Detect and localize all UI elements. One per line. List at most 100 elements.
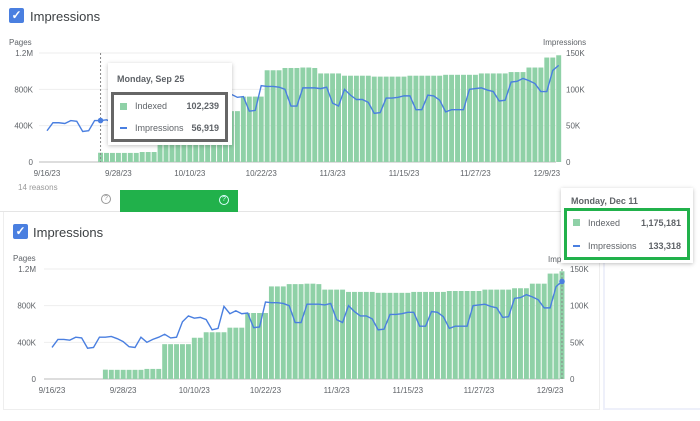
x-tick-label: 10/10/23	[174, 169, 206, 178]
indexed-bar	[324, 73, 330, 162]
indexed-bar	[306, 67, 312, 162]
left-tick-label: 800K	[17, 302, 36, 311]
impressions-checkbox[interactable]: ✓	[9, 8, 24, 23]
impressions-checkbox-label: Impressions	[30, 9, 101, 24]
indexed-bar	[381, 292, 387, 379]
reasons-strip: 14 reasons ? ?	[0, 183, 600, 212]
indexed-bar	[484, 73, 490, 162]
indexed-bar	[520, 72, 526, 162]
impressions-line	[51, 280, 563, 349]
indexed-bar	[419, 75, 425, 162]
indexed-bar	[440, 291, 446, 379]
indexed-bar	[234, 111, 240, 162]
indexed-bar	[294, 67, 300, 162]
indexed-bar	[383, 76, 389, 162]
indexed-bar	[417, 291, 423, 379]
indexed-legend-swatch	[120, 102, 127, 110]
indexed-bar	[523, 288, 529, 379]
indexed-bar	[544, 57, 550, 162]
indexed-bar	[233, 327, 239, 379]
indexed-bar	[443, 74, 449, 162]
indexed-bar	[144, 368, 150, 379]
indexed-bar	[126, 369, 132, 379]
x-tick-label: 11/3/23	[320, 169, 347, 178]
indexed-bar	[251, 313, 257, 379]
x-tick-label: 11/15/23	[393, 386, 424, 395]
indexed-bar	[145, 152, 151, 162]
right-tick-label: 100K	[570, 302, 589, 311]
indexed-bar	[257, 313, 263, 379]
right-axis-title: Impressions	[543, 38, 587, 47]
indexed-bar	[472, 74, 478, 162]
indexed-bar	[174, 344, 179, 379]
indexed-bar	[139, 152, 145, 162]
indexed-bar	[322, 289, 328, 379]
indexed-bar	[268, 286, 274, 379]
indexed-bar	[304, 283, 310, 379]
indexed-bar	[353, 75, 359, 162]
indexed-bar	[312, 67, 318, 162]
indexed-bar	[351, 291, 357, 379]
indexed-bar	[347, 75, 353, 162]
indexed-bar	[104, 152, 109, 162]
indexed-bar	[179, 344, 185, 379]
indexed-bar	[156, 368, 162, 379]
indexed-bar	[245, 313, 251, 379]
indexed-bar	[423, 291, 429, 379]
help-icon[interactable]: ?	[219, 195, 229, 205]
x-tick-label: 12/9/23	[537, 386, 564, 395]
hover-point	[559, 278, 565, 285]
bottom-chart-card	[3, 212, 600, 410]
indexed-bar	[138, 369, 144, 379]
indexed-bar	[478, 73, 484, 162]
tooltip-impressions-row: Impressions 133,318	[567, 234, 687, 257]
right-side-panel	[603, 262, 700, 410]
tooltip-impressions-row: Impressions 56,919	[114, 117, 225, 139]
indexed-bar	[342, 75, 347, 162]
indexed-bar	[357, 291, 363, 379]
indexed-bar	[263, 313, 268, 379]
left-tick-label: 400K	[14, 122, 33, 131]
indexed-bar	[121, 152, 127, 162]
impressions-checkbox[interactable]: ✓	[13, 224, 28, 239]
indexed-value: 1,175,181	[640, 217, 681, 228]
indexed-bar	[240, 96, 246, 162]
indexed-bar	[363, 291, 369, 379]
indexed-bar	[399, 292, 405, 379]
left-tick-label: 0	[29, 158, 34, 167]
indexed-bar	[276, 70, 282, 162]
indexed-bar	[209, 332, 215, 379]
indexed-bar	[108, 369, 114, 379]
right-tick-label: 100K	[566, 85, 585, 94]
help-icon[interactable]: ?	[101, 194, 111, 204]
tooltip-highlight-box: Indexed 1,175,181 Impressions 133,318	[564, 208, 690, 260]
indexed-bar	[127, 152, 133, 162]
indexed-bar	[535, 283, 541, 379]
indexed-bar	[292, 284, 298, 379]
indexed-bar	[431, 75, 437, 162]
indexed-bar	[318, 73, 324, 162]
left-tick-label: 0	[32, 375, 37, 384]
indexed-bar	[133, 152, 139, 162]
indexed-bar	[330, 73, 336, 162]
indexed-bar	[300, 67, 306, 162]
indexed-bar	[429, 291, 434, 379]
indexed-bar	[197, 337, 203, 379]
right-tick-label: 50K	[570, 338, 585, 347]
left-axis-title: Pages	[9, 38, 32, 47]
indexed-bar	[488, 289, 494, 379]
indexed-bar	[393, 292, 399, 379]
indexed-bar	[526, 67, 532, 162]
hover-point	[97, 117, 104, 124]
top-chart: 0 0 400K 50K 800K 100K 1.2M 150K 9/16/23 9/28/23 1…	[14, 49, 585, 178]
indexed-bar	[336, 73, 342, 162]
indexed-bar	[494, 289, 500, 379]
indexed-bar	[132, 369, 138, 379]
indexed-bar	[185, 344, 191, 379]
indexed-bar	[496, 73, 502, 162]
green-status-bar: ?	[120, 190, 238, 212]
x-tick-label: 11/3/23	[324, 386, 351, 395]
indexed-bar	[365, 75, 371, 162]
impressions-checkbox-label: Impressions	[33, 225, 104, 240]
indexed-bar	[466, 74, 472, 162]
